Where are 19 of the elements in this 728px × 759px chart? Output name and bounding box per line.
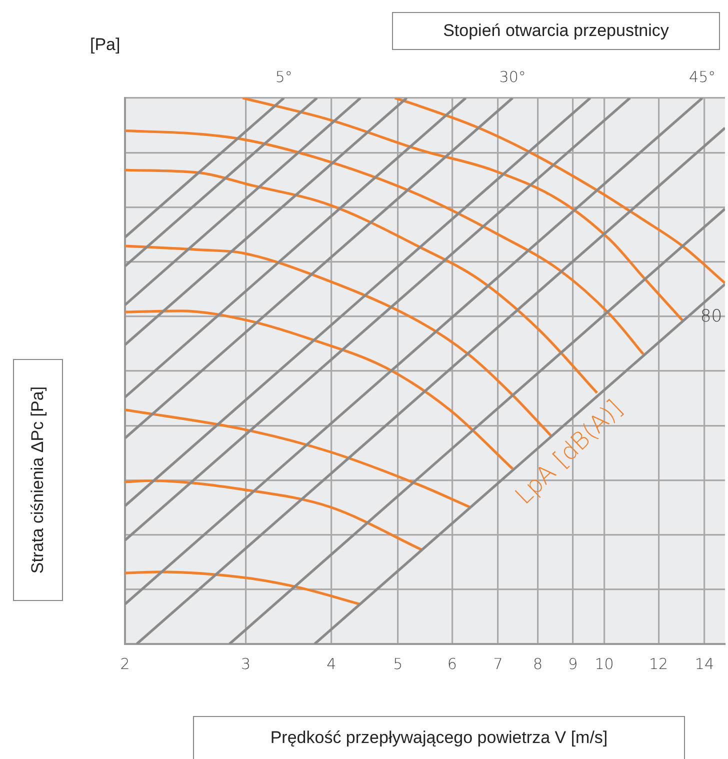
annotation: 80 (700, 306, 722, 327)
annotation: 5° (275, 68, 292, 86)
x-tick-label: 3 (240, 654, 251, 673)
x-tick-label: 9 (568, 654, 578, 673)
x-tick-label: 10 (594, 654, 614, 673)
x-tick-label: 7 (493, 654, 503, 673)
x2-axis-title: Stopień otwarcia przepustnicy (392, 12, 720, 50)
x-tick-label: 4 (326, 654, 336, 673)
x-tick-label: 6 (447, 654, 457, 673)
x-tick-label: 8 (533, 654, 543, 673)
x-tick-label: 14 (694, 654, 714, 673)
x-tick-label: 2 (120, 654, 130, 673)
y-axis-title: Strata ciśnienia ΔPc [Pa] (13, 359, 63, 601)
x-tick-label: 5 (393, 654, 403, 673)
text: [Pa] (90, 35, 120, 55)
annotation: 45° (689, 68, 716, 86)
x-tick-label: 12 (649, 654, 668, 673)
x-axis-title: Prędkość przepływającego powietrza V [m/s] (193, 716, 685, 759)
annotation: 30° (499, 68, 526, 86)
